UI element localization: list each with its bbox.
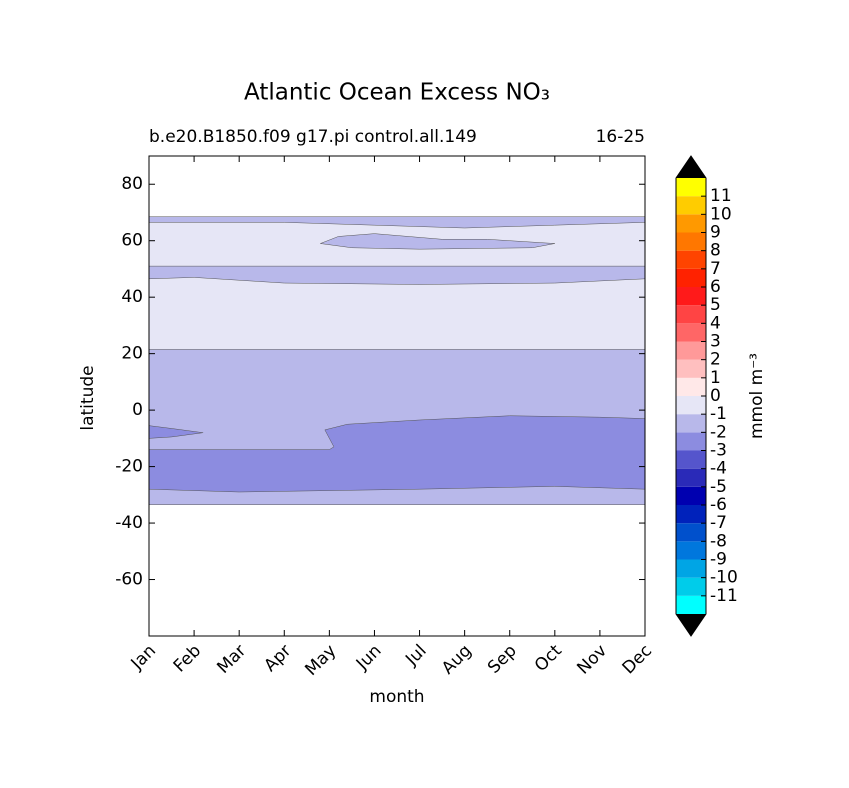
x-tick-label: Aug <box>438 641 476 679</box>
colorbar-tick-label: -3 <box>710 441 727 461</box>
plot-frame <box>148 155 646 637</box>
colorbar-tick-label: -7 <box>710 513 727 533</box>
contour-region <box>148 415 646 493</box>
colorbar-swatch <box>676 541 706 560</box>
colorbar-tick-label: -4 <box>710 459 727 479</box>
colorbar-extend-bottom <box>676 614 706 636</box>
colorbar-swatch <box>676 359 706 378</box>
colorbar-tick-label: -5 <box>710 477 727 497</box>
colorbar-extend-top <box>676 156 706 178</box>
x-tick-label: Dec <box>619 641 656 678</box>
x-tick-label: Jul <box>401 641 430 670</box>
x-tick-label: Mar <box>213 641 250 678</box>
colorbar-tick-label: 0 <box>710 386 721 406</box>
y-tick-label: -40 <box>115 513 143 533</box>
y-tick-label: -60 <box>115 570 143 590</box>
chart-title: Atlantic Ocean Excess NO₃ <box>244 80 550 106</box>
colorbar-tick-label: -9 <box>710 550 727 570</box>
y-tick-label: 60 <box>121 231 143 251</box>
contour-region <box>148 277 646 350</box>
colorbar-tick-label: -10 <box>710 568 738 588</box>
y-tick-label: 80 <box>121 174 143 194</box>
x-axis-label: month <box>369 687 424 707</box>
colorbar-swatch <box>676 523 706 542</box>
colorbar-swatch <box>676 414 706 433</box>
colorbar-tick-label: 2 <box>710 350 721 370</box>
colorbar-tick-label: 7 <box>710 259 721 279</box>
colorbar-tick-label: -2 <box>710 422 727 442</box>
colorbar-swatch <box>676 232 706 251</box>
colorbar-swatch <box>676 396 706 415</box>
colorbar-tick-label: 8 <box>710 241 721 261</box>
x-tick-label: Apr <box>260 641 295 676</box>
colorbar-tick-label: 6 <box>710 277 721 297</box>
colorbar-swatch <box>676 377 706 396</box>
colorbar-swatch <box>676 341 706 360</box>
colorbar-tick-label: -6 <box>710 495 727 515</box>
colorbar-swatch <box>676 268 706 287</box>
colorbar-tick-label: 10 <box>710 204 732 224</box>
colorbar-swatch <box>676 214 706 233</box>
colorbar-swatch <box>676 486 706 505</box>
colorbar-swatch <box>676 595 706 614</box>
colorbar-swatch <box>676 577 706 596</box>
contour-region <box>319 233 555 250</box>
colorbar-swatch <box>676 196 706 215</box>
colorbar-swatch <box>676 287 706 306</box>
colorbar-swatch <box>676 432 706 451</box>
y-tick-label: 40 <box>121 287 143 307</box>
x-tick-label: Nov <box>573 641 611 679</box>
colorbar-tick-label: 1 <box>710 368 721 388</box>
colorbar-tick-label: 5 <box>710 295 721 315</box>
x-tick-label: May <box>301 641 340 680</box>
colorbar-tick-label: 9 <box>710 223 721 243</box>
colorbar-label: mmol m⁻³ <box>747 353 767 439</box>
x-tick-label: Sep <box>484 641 521 678</box>
subtitle-left: b.e20.B1850.f09 g17.pi control.all.149 <box>149 127 477 147</box>
colorbar-tick-label: 4 <box>710 313 721 333</box>
x-tick-label: Jun <box>352 641 386 675</box>
y-tick-label: 20 <box>121 344 143 364</box>
colorbar-swatch <box>676 178 706 197</box>
colorbar-tick-label: 11 <box>710 186 732 206</box>
colorbar-frame <box>675 155 707 637</box>
x-tick-label: Oct <box>531 641 566 676</box>
y-tick-label: -20 <box>115 457 143 477</box>
colorbar-swatch <box>676 323 706 342</box>
colorbar-swatch <box>676 559 706 578</box>
colorbar-swatch <box>676 505 706 524</box>
colorbar-swatch <box>676 250 706 269</box>
colorbar-tick-label: -1 <box>710 404 727 424</box>
x-tick-label: Jan <box>127 641 160 674</box>
x-tick-label: Feb <box>170 641 205 676</box>
colorbar-tick-label: -11 <box>710 586 738 606</box>
colorbar-swatch <box>676 468 706 487</box>
y-tick-label: 0 <box>132 400 143 420</box>
colorbar-tick-label: 3 <box>710 332 721 352</box>
subtitle-right: 16-25 <box>596 127 645 147</box>
colorbar-swatch <box>676 450 706 469</box>
colorbar-swatch <box>676 305 706 324</box>
colorbar-tick-label: -8 <box>710 531 727 551</box>
y-axis-label: latitude <box>78 365 98 430</box>
